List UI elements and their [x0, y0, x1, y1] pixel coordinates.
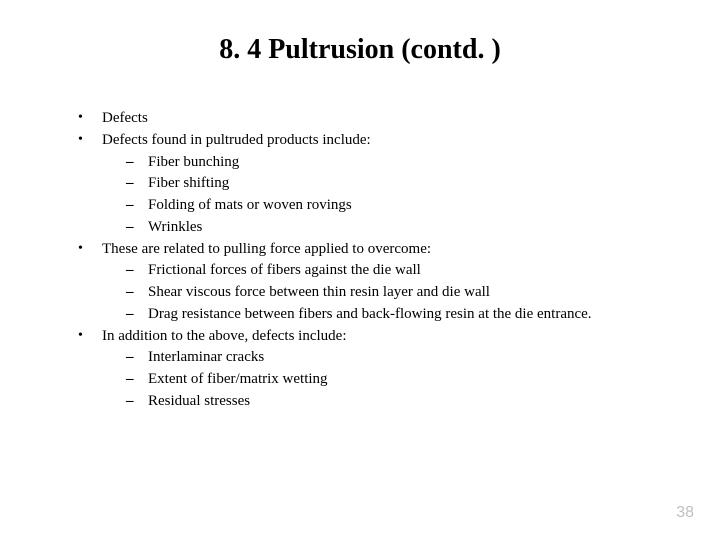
page-number: 38: [676, 504, 694, 522]
sub-list: Interlaminar cracks Extent of fiber/matr…: [102, 347, 680, 412]
sub-text: Extent of fiber/matrix wetting: [148, 371, 328, 387]
sub-list: Fiber bunching Fiber shifting Folding of…: [102, 152, 680, 239]
sub-text: Fiber shifting: [148, 175, 229, 191]
sub-item: Folding of mats or woven rovings: [126, 195, 680, 217]
bullet-text: Defects found in pultruded products incl…: [102, 132, 371, 148]
sub-item: Drag resistance between fibers and back-…: [126, 304, 680, 326]
slide: 8. 4 Pultrusion (contd. ) Defects Defect…: [0, 0, 720, 540]
slide-title: 8. 4 Pultrusion (contd. ): [40, 34, 680, 66]
bullet-item: In addition to the above, defects includ…: [78, 326, 680, 413]
sub-text: Fiber bunching: [148, 154, 239, 170]
sub-item: Frictional forces of fibers against the …: [126, 260, 680, 282]
sub-item: Residual stresses: [126, 391, 680, 413]
sub-text: Interlaminar cracks: [148, 349, 264, 365]
sub-item: Shear viscous force between thin resin l…: [126, 282, 680, 304]
sub-text: Shear viscous force between thin resin l…: [148, 284, 490, 300]
sub-text: Folding of mats or woven rovings: [148, 197, 352, 213]
sub-item: Fiber bunching: [126, 152, 680, 174]
bullet-item: Defects found in pultruded products incl…: [78, 130, 680, 239]
bullet-item: These are related to pulling force appli…: [78, 239, 680, 326]
sub-text: Drag resistance between fibers and back-…: [148, 306, 592, 322]
bullet-item: Defects: [78, 108, 680, 130]
bullet-text: In addition to the above, defects includ…: [102, 328, 347, 344]
sub-text: Frictional forces of fibers against the …: [148, 262, 421, 278]
bullet-text: These are related to pulling force appli…: [102, 241, 431, 257]
sub-item: Fiber shifting: [126, 173, 680, 195]
bullet-list: Defects Defects found in pultruded produ…: [40, 108, 680, 413]
sub-item: Extent of fiber/matrix wetting: [126, 369, 680, 391]
bullet-text: Defects: [102, 110, 148, 126]
sub-text: Residual stresses: [148, 393, 250, 409]
sub-text: Wrinkles: [148, 219, 202, 235]
sub-item: Wrinkles: [126, 217, 680, 239]
sub-item: Interlaminar cracks: [126, 347, 680, 369]
sub-list: Frictional forces of fibers against the …: [102, 260, 680, 325]
